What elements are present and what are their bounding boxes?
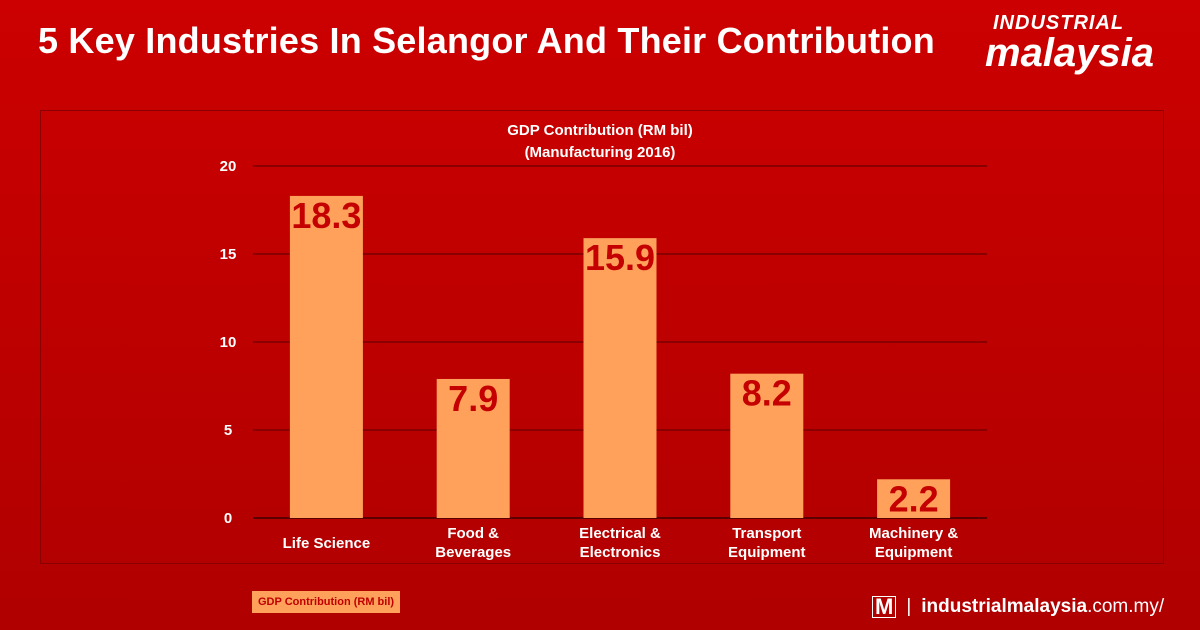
logo-line2: malaysia — [985, 31, 1155, 75]
footer: M | industrialmalaysia.com.my/ — [872, 596, 1164, 618]
data-label: 7.9 — [448, 378, 498, 419]
brand-logo: INDUSTRIAL malaysia — [985, 12, 1155, 75]
footer-url[interactable]: industrialmalaysia.com.my/ — [921, 596, 1164, 618]
y-tick-label: 0 — [224, 510, 232, 527]
chart-frame — [40, 110, 1164, 564]
logo-line1: INDUSTRIAL — [993, 12, 1125, 34]
chart-title: GDP Contribution (RM bil) — [507, 122, 693, 139]
legend-item: GDP Contribution (RM bil) — [252, 591, 401, 613]
x-tick-label: Electronics — [580, 544, 661, 561]
bar — [730, 373, 804, 518]
url-rest: .com.my/ — [1087, 596, 1165, 617]
bar — [583, 238, 657, 518]
footer-logo-icon: M — [872, 596, 897, 618]
data-label: 2.2 — [889, 478, 939, 519]
data-label: 15.9 — [585, 237, 655, 278]
x-tick-label: Life Science — [283, 535, 371, 552]
x-tick-label: Electrical & — [579, 525, 661, 542]
x-tick-label: Food & — [447, 525, 499, 542]
bar — [877, 479, 951, 518]
footer-separator: | — [906, 596, 912, 617]
y-tick-label: 5 — [224, 422, 232, 439]
y-tick-label: 10 — [220, 334, 237, 351]
bar — [289, 195, 363, 519]
y-tick-label: 15 — [220, 246, 237, 263]
x-tick-label: Equipment — [875, 544, 953, 561]
bar — [436, 378, 510, 518]
x-tick-label: Beverages — [435, 544, 511, 561]
y-tick-label: 20 — [220, 158, 237, 175]
x-tick-label: Equipment — [728, 544, 806, 561]
url-bold: industrialmalaysia — [921, 596, 1088, 617]
page-title: 5 Key Industries In Selangor And Their C… — [38, 20, 935, 61]
chart-subtitle: (Manufacturing 2016) — [525, 144, 676, 161]
x-tick-label: Transport — [732, 525, 801, 542]
data-label: 18.3 — [291, 195, 361, 236]
x-tick-label: Machinery & — [869, 525, 958, 542]
data-label: 8.2 — [742, 373, 792, 414]
